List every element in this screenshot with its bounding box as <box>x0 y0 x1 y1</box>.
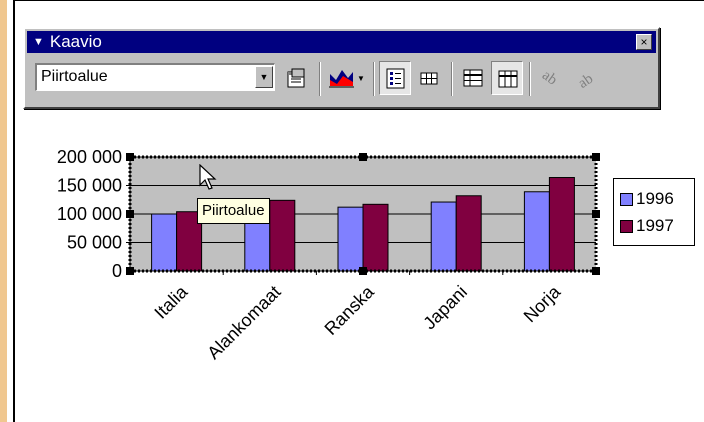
by-column-icon <box>498 70 518 88</box>
by-row-icon <box>463 69 483 87</box>
bar-1997-Alankomaat <box>269 199 296 272</box>
x-category-label: Italia <box>150 281 192 323</box>
chevron-down-icon[interactable]: ▼ <box>255 66 273 88</box>
bar-1997-Japani <box>455 195 482 272</box>
y-tick-label: 0 <box>112 261 122 281</box>
slide-top-line <box>13 0 704 1</box>
x-category-label: Norja <box>520 281 565 326</box>
svg-text:ab: ab <box>575 71 596 90</box>
mouse-cursor-icon <box>199 164 217 190</box>
slide-edge-line <box>13 0 15 422</box>
legend-label: 1997 <box>636 216 674 235</box>
y-tick-label: 50 000 <box>67 233 122 253</box>
toolbar-title: Kaavio <box>49 32 102 51</box>
toolbar-row: Piirtoalue ▼ ▼ <box>29 60 654 100</box>
bar-1996-Norja <box>523 191 550 272</box>
close-icon[interactable]: × <box>636 34 652 50</box>
selection-handle <box>359 153 367 161</box>
x-category-label: Japani <box>419 282 471 334</box>
toolbar-separator <box>319 62 321 96</box>
by-column-button[interactable] <box>491 61 523 95</box>
legend-swatch-1997 <box>620 219 633 233</box>
selection-handle <box>592 210 600 218</box>
bar-1997-Ranska <box>362 203 389 272</box>
toolbar-separator <box>529 62 531 96</box>
format-object-button[interactable] <box>281 61 313 95</box>
chart-type-icon <box>329 70 354 88</box>
angle-text-down-icon: ab <box>541 67 560 88</box>
format-icon <box>287 68 305 88</box>
toolbar-separator <box>373 62 375 96</box>
x-category-label: Ranska <box>321 281 379 339</box>
chart-toolbar-window[interactable]: ▼ Kaavio × Piirtoalue ▼ ▼ <box>23 27 660 109</box>
toolbar-menu-icon[interactable]: ▼ <box>33 36 44 48</box>
selection-handle <box>592 267 600 275</box>
selection-handle <box>126 267 134 275</box>
chevron-down-icon[interactable]: ▼ <box>357 74 365 83</box>
toolbar-separator <box>451 62 453 96</box>
data-table-icon <box>420 72 438 85</box>
slide-left-border <box>0 0 7 422</box>
legend-item-1996: 1996 <box>620 188 674 210</box>
legend-swatch-1996 <box>620 192 633 206</box>
legend-toggle-button[interactable] <box>379 61 411 95</box>
bar-1996-Alankomaat <box>244 220 271 272</box>
chart-object-select-value: Piirtoalue <box>41 68 108 85</box>
angle-text-up-icon: ab <box>575 71 596 90</box>
legend-icon <box>386 68 405 89</box>
x-category-label: Alankomaat <box>203 282 284 363</box>
y-tick-label: 200 000 <box>57 147 122 167</box>
svg-text:ab: ab <box>541 67 560 88</box>
toolbar-title-bar[interactable]: ▼ Kaavio × <box>27 31 656 53</box>
angle-text-downward-button[interactable]: ab <box>537 61 569 95</box>
y-tick-label: 100 000 <box>57 204 122 224</box>
bar-1996-Italia <box>151 213 178 272</box>
legend-item-1997: 1997 <box>620 215 674 237</box>
by-row-button[interactable] <box>457 61 489 95</box>
bar-1996-Japani <box>430 201 457 272</box>
bar-1997-Norja <box>548 177 575 272</box>
bar-1996-Ranska <box>337 206 364 272</box>
data-table-button[interactable] <box>413 61 445 95</box>
selection-handle <box>126 210 134 218</box>
selection-handle <box>126 153 134 161</box>
legend-label: 1996 <box>636 189 674 208</box>
selection-handle <box>592 153 600 161</box>
chart-legend[interactable]: 1996 1997 <box>613 178 695 246</box>
chart-object-select[interactable]: Piirtoalue ▼ <box>35 63 275 91</box>
selection-handle <box>359 267 367 275</box>
tooltip: Piirtoalue <box>197 198 270 224</box>
y-tick-label: 150 000 <box>57 176 122 196</box>
angle-text-upward-button[interactable]: ab <box>571 61 603 95</box>
chart-type-button[interactable]: ▼ <box>325 61 369 95</box>
